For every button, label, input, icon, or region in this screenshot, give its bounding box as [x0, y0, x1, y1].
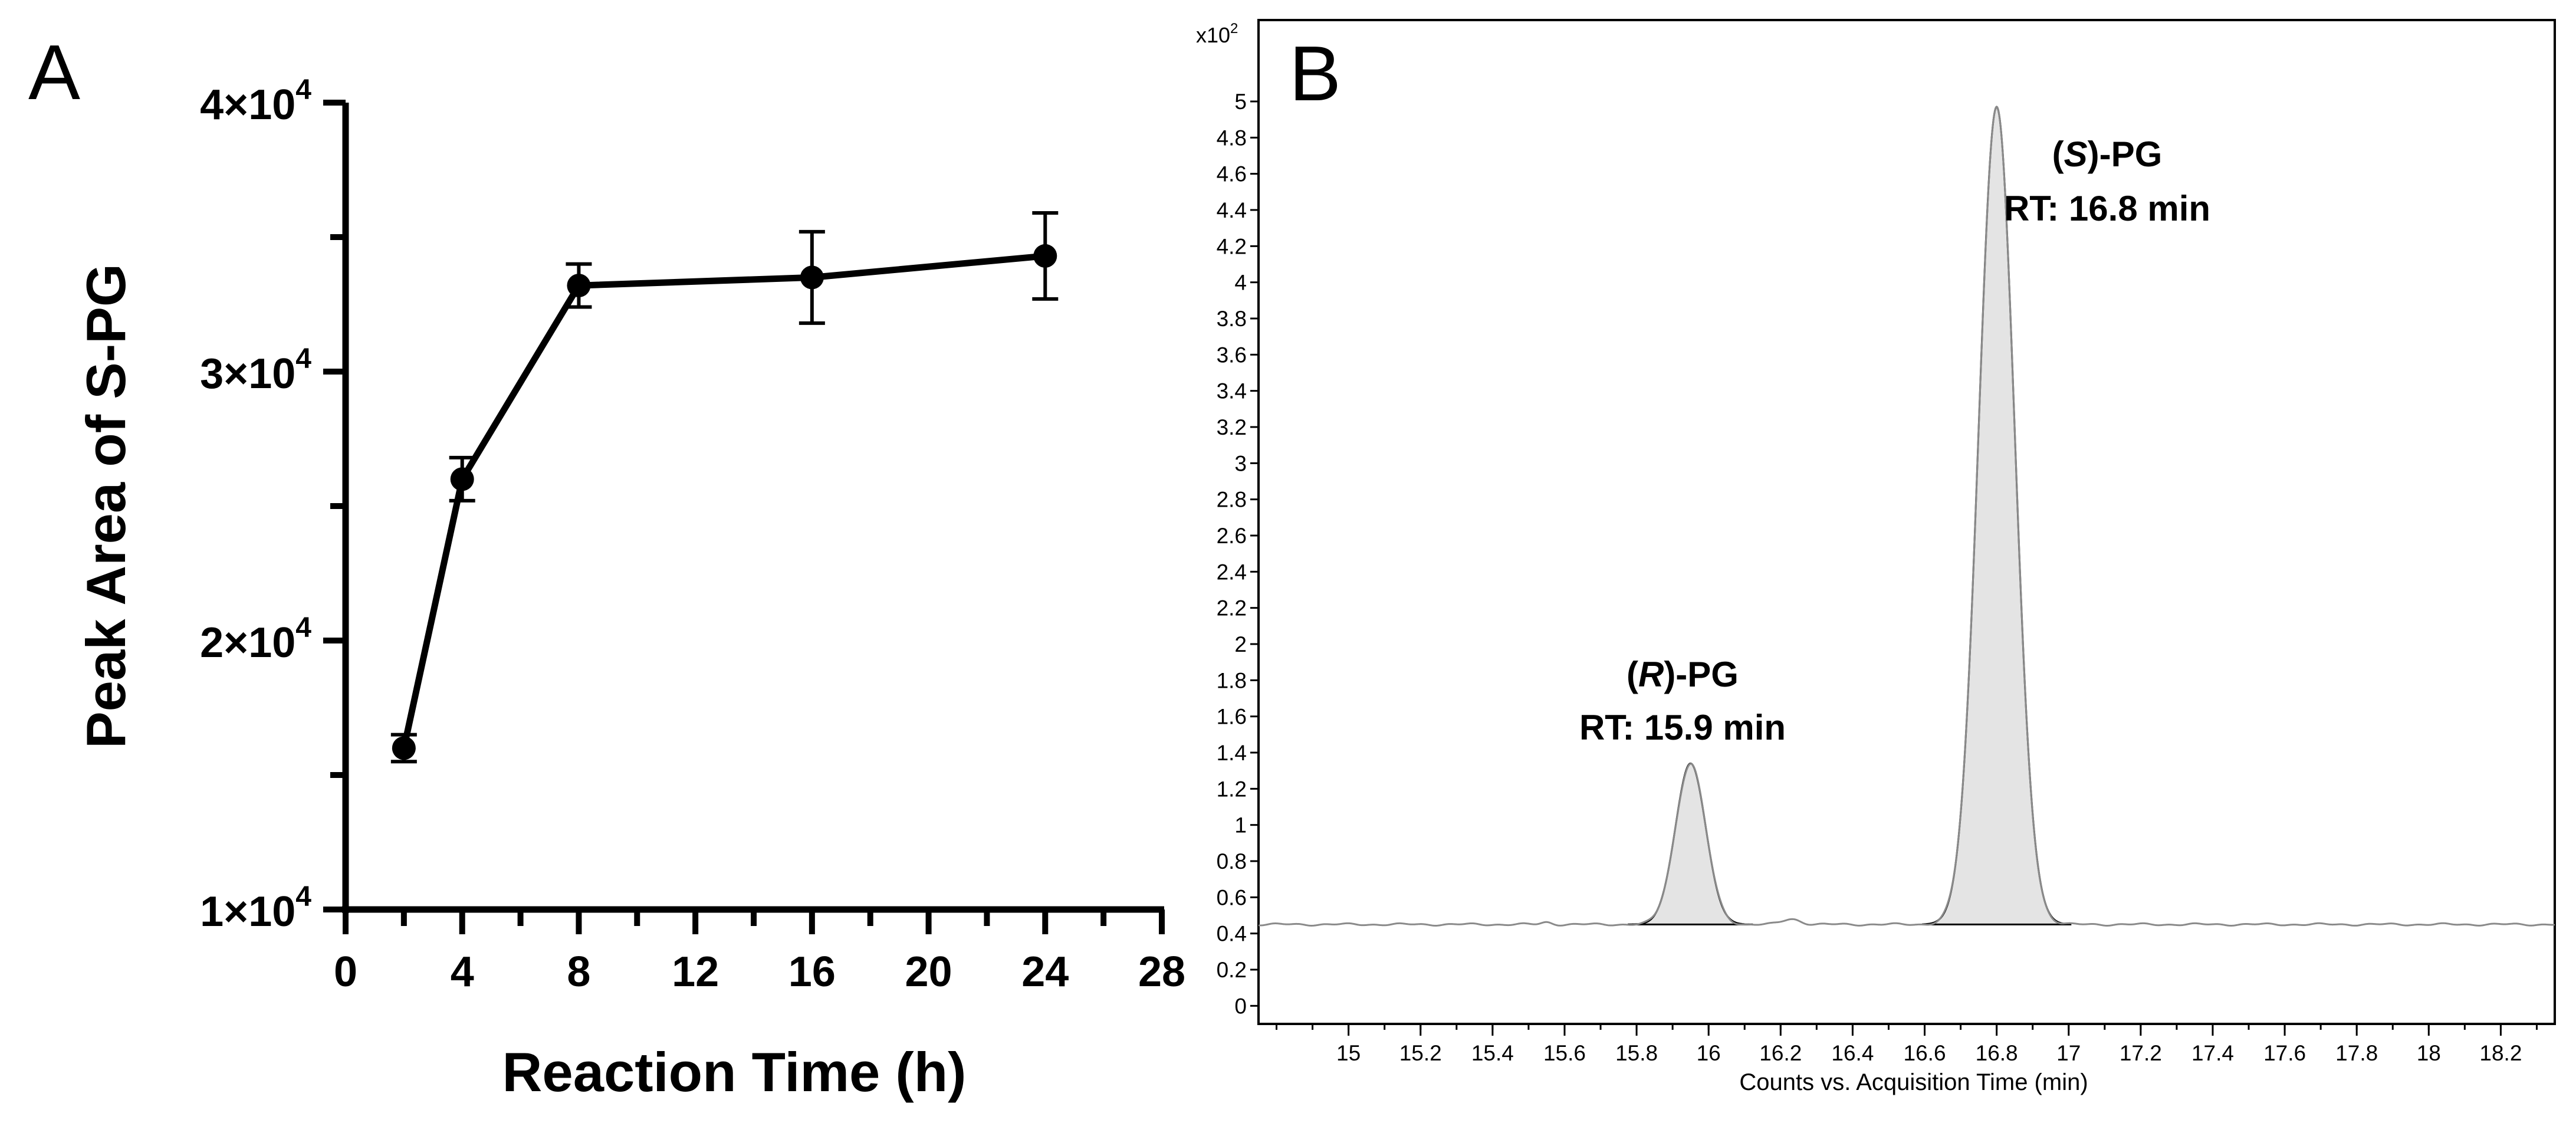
- peak-s-area: [1921, 106, 2072, 925]
- b-y-tick-label: 1.8: [1217, 668, 1247, 692]
- b-y-tick-label: 1.4: [1217, 741, 1247, 765]
- b-y-tick-label: 0: [1234, 994, 1247, 1018]
- b-y-tick-label: 0.8: [1217, 849, 1247, 874]
- y-tick-label: 3×104: [200, 343, 311, 398]
- b-y-tick-label: 2.8: [1217, 488, 1247, 512]
- x-tick-label: 28: [1138, 948, 1185, 996]
- b-x-tick-label: 18: [2417, 1041, 2441, 1065]
- b-x-tick-label: 16.6: [1904, 1041, 1946, 1065]
- panel-b-y-multiplier-base: x10: [1196, 23, 1230, 47]
- b-y-tick-label: 3: [1234, 451, 1247, 475]
- panel-a-chart: A 1×104 2×104 3×104 4×104 0 4 8 12 16 20 24 28 Rea…: [28, 29, 1185, 1103]
- data-point: [800, 265, 824, 290]
- b-y-tick-label: 2.6: [1217, 524, 1247, 548]
- b-y-tick-label: 4: [1234, 271, 1247, 295]
- b-y-tick-label: 2.2: [1217, 596, 1247, 620]
- data-point: [1033, 244, 1057, 268]
- x-tick-label: 20: [905, 948, 952, 996]
- panel-b-chart: B x102 00.20.40.60.811.21.41.61.822.22.4…: [1196, 19, 2556, 1095]
- panel-b-y-multiplier-exp: 2: [1230, 21, 1238, 37]
- panel-a-label: A: [28, 29, 80, 116]
- b-x-tick-label: 15.2: [1399, 1041, 1442, 1065]
- b-y-tick-label: 1.6: [1217, 705, 1247, 729]
- b-y-tick-label: 0.2: [1217, 958, 1247, 982]
- b-x-tick-label: 15.8: [1615, 1041, 1658, 1065]
- b-x-tick-label: 17.4: [2191, 1041, 2234, 1065]
- b-y-tick-label: 2: [1234, 632, 1247, 656]
- b-y-tick-label: 1: [1234, 813, 1247, 838]
- peak-label-r-name: (R)-PG: [1627, 655, 1739, 694]
- b-x-tick-label: 17.8: [2335, 1041, 2378, 1065]
- x-tick-label: 24: [1021, 948, 1069, 996]
- b-x-tick-label: 17.6: [2263, 1041, 2306, 1065]
- data-point: [450, 467, 474, 491]
- panel-a-y-axis-title: Peak Area of S-PG: [75, 264, 137, 748]
- data-point: [392, 736, 416, 760]
- b-x-tick-label: 16.2: [1759, 1041, 1802, 1065]
- b-y-tick-label: 4.6: [1217, 162, 1247, 186]
- x-tick-label: 12: [672, 948, 719, 996]
- y-tick-label: 2×104: [200, 612, 311, 666]
- b-x-tick-label: 16: [1697, 1041, 1721, 1065]
- x-tick-label: 4: [451, 948, 474, 996]
- series-line: [400, 252, 1046, 749]
- peak-label-r-rt: RT: 15.9 min: [1579, 708, 1786, 747]
- b-x-tick-label: 18.2: [2479, 1041, 2522, 1065]
- b-y-tick-label: 4.2: [1217, 234, 1247, 258]
- panel-b-x-axis-title: Counts vs. Acquisition Time (min): [1739, 1069, 2088, 1095]
- panel-b-plot-frame: [1257, 19, 2556, 1025]
- panel-b-x-ticks: 15 15.2 15.4 15.6 15.8 16 16.2 16.4 16.6 16.8 17 17…: [1276, 1024, 2538, 1065]
- panel-b-y-multiplier: x102: [1196, 21, 1238, 47]
- panel-b-label: B: [1289, 30, 1341, 117]
- panel-a-y-ticks: 1×104 2×104 3×104 4×104: [200, 74, 346, 935]
- b-y-tick-label: 5: [1234, 90, 1247, 114]
- panel-a-series: [390, 211, 1059, 764]
- b-x-tick-label: 15: [1336, 1041, 1361, 1065]
- b-x-tick-label: 16.8: [1976, 1041, 2018, 1065]
- b-y-tick-label: 3.8: [1217, 307, 1247, 331]
- b-x-tick-label: 15.6: [1543, 1041, 1586, 1065]
- b-x-tick-label: 16.4: [1831, 1041, 1874, 1065]
- y-tick-label: 1×104: [200, 881, 311, 935]
- x-tick-label: 8: [567, 948, 590, 996]
- b-y-tick-label: 4.8: [1217, 126, 1247, 150]
- b-x-tick-label: 17.2: [2120, 1041, 2162, 1065]
- x-tick-label: 16: [788, 948, 836, 996]
- b-y-tick-label: 0.6: [1217, 885, 1247, 909]
- peak-r-area: [1628, 762, 1753, 925]
- x-tick-label: 0: [334, 948, 357, 996]
- b-y-tick-label: 3.4: [1217, 379, 1247, 403]
- peak-label-s-name: (S)-PG: [2052, 134, 2163, 174]
- b-y-tick-label: 0.4: [1217, 922, 1247, 946]
- b-y-tick-label: 3.2: [1217, 415, 1247, 439]
- panel-a-x-ticks: 0 4 8 12 16 20 24 28: [334, 909, 1185, 996]
- panel-b-trace: [1258, 105, 2555, 927]
- chromatogram-trace: [1258, 105, 2555, 927]
- b-x-tick-label: 17: [2056, 1041, 2081, 1065]
- b-y-tick-label: 4.4: [1217, 198, 1247, 222]
- panel-b-y-ticks: 0 0.2 0.4 0.6 0.8 1 1.2 1.4 1.6 1.8 2 2.2 2.4 2.6 2.8 3…: [1217, 90, 1259, 1018]
- panel-a-x-axis-title: Reaction Time (h): [502, 1041, 967, 1103]
- b-x-tick-label: 15.4: [1471, 1041, 1514, 1065]
- y-tick-label: 4×104: [200, 74, 311, 129]
- b-y-tick-label: 2.4: [1217, 560, 1247, 584]
- b-y-tick-label: 1.2: [1217, 777, 1247, 801]
- data-point: [567, 274, 591, 298]
- peak-label-s-rt: RT: 16.8 min: [2004, 189, 2210, 228]
- b-y-tick-label: 3.6: [1217, 343, 1247, 367]
